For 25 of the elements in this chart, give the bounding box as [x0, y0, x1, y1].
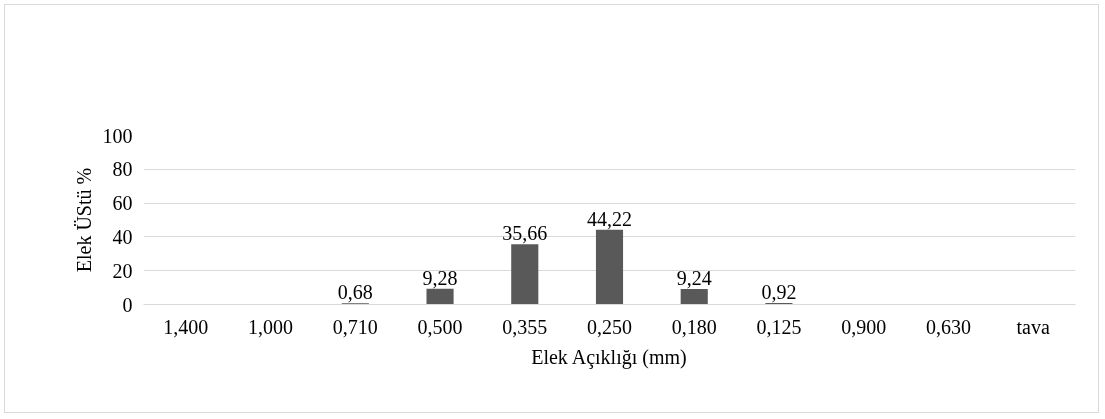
y-tick-label: 20 — [112, 259, 133, 282]
x-tick-label: 0,710 — [332, 315, 378, 338]
x-tick-label: 1,000 — [248, 315, 294, 338]
x-tick-label: 0,125 — [756, 315, 802, 338]
data-label: 0,68 — [337, 281, 373, 304]
x-tick-label: 0,355 — [502, 315, 548, 338]
data-label: 44,22 — [587, 207, 632, 230]
data-label: 35,66 — [502, 222, 548, 245]
y-tick-label: 40 — [112, 225, 133, 248]
x-tick-label: 1,400 — [163, 315, 209, 338]
data-label: 9,28 — [422, 266, 458, 289]
x-tick-label: 0,250 — [587, 315, 632, 338]
y-axis-title: Elek ÜStü % — [72, 167, 95, 273]
y-tick-label: 100 — [102, 124, 133, 147]
x-tick-label: 0,180 — [671, 315, 717, 338]
x-tick-label: 0,500 — [417, 315, 463, 338]
y-tick-label: 80 — [112, 158, 133, 181]
y-tick-label: 0 — [122, 293, 133, 316]
x-axis-title: Elek Açıklığı (mm) — [531, 345, 687, 369]
data-label: 9,24 — [676, 266, 712, 289]
x-tick-label: 0,900 — [841, 315, 887, 338]
x-tick-label: 0,630 — [925, 315, 971, 338]
y-tick-label: 60 — [112, 192, 133, 215]
data-label: 0,92 — [761, 280, 797, 303]
x-tick-label: tava — [1016, 315, 1050, 338]
